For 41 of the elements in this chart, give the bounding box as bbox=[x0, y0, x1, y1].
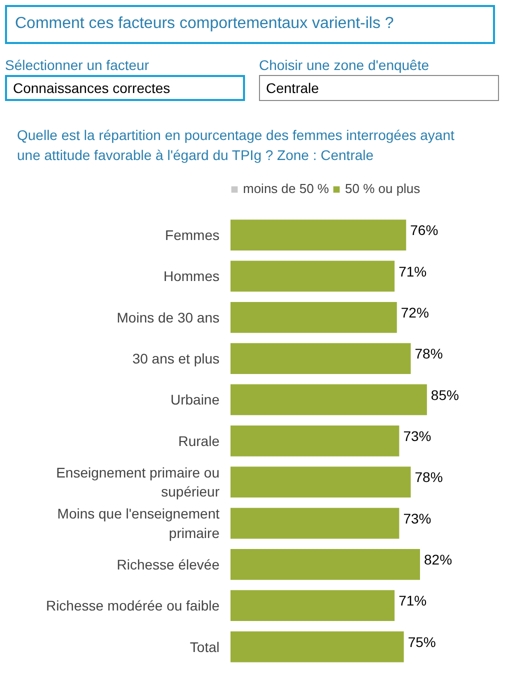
chart-title: Quelle est la répartition en pourcentage des femmes interrogées ayant une attitude favorable à l'égard du TPIg ? Zone : Centrale bbox=[16, 126, 456, 165]
y-tick-label: Moins que l'enseignement primaire bbox=[57, 506, 220, 541]
y-tick-label: Enseignement primaire ou supérieur bbox=[56, 464, 220, 500]
data-label: 71% bbox=[398, 592, 427, 609]
data-label: 76% bbox=[410, 222, 438, 238]
y-tick-label: Femmes bbox=[165, 227, 220, 244]
bar bbox=[230, 260, 395, 292]
bar bbox=[230, 343, 411, 374]
data-label: 78% bbox=[414, 346, 443, 362]
bar bbox=[230, 549, 420, 580]
y-tick-label: Rurale bbox=[178, 432, 220, 449]
text: Comment ces facteurs comportementaux varient-ils ? bbox=[5, 5, 495, 44]
bar bbox=[230, 466, 411, 498]
y-tick-label: Richesse élevée bbox=[116, 556, 220, 572]
text: Choisir une zone d'enquête bbox=[259, 57, 430, 73]
data-label: 73% bbox=[403, 510, 432, 526]
bar bbox=[230, 425, 400, 456]
text: Sélectionner un facteur bbox=[5, 57, 149, 73]
bar bbox=[230, 384, 427, 416]
data-label: 72% bbox=[400, 304, 429, 320]
data-label: 73% bbox=[403, 428, 432, 444]
y-tick-label: Moins de 30 ans bbox=[116, 309, 220, 326]
y-tick-label: Hommes bbox=[163, 268, 220, 284]
data-label: 85% bbox=[430, 386, 459, 403]
bar bbox=[230, 631, 404, 662]
y-tick-label: Urbaine bbox=[170, 392, 220, 408]
legend-label: moins de 50 % bbox=[243, 181, 329, 196]
y-tick-label: Total bbox=[190, 638, 220, 655]
bar bbox=[230, 302, 397, 333]
data-label: 82% bbox=[424, 552, 452, 568]
data-label: 75% bbox=[408, 634, 436, 650]
y-tick-label: 30 ans et plus bbox=[132, 350, 220, 367]
data-label: 78% bbox=[414, 469, 443, 486]
text: Centrale bbox=[259, 75, 499, 101]
text: Connaissances correctes bbox=[5, 75, 245, 101]
bar bbox=[230, 220, 406, 250]
legend-label: 50 % ou plus bbox=[345, 181, 420, 196]
bar bbox=[230, 508, 400, 539]
data-label: 71% bbox=[398, 263, 427, 280]
bar bbox=[230, 590, 395, 622]
y-tick-label: Richesse modérée ou faible bbox=[46, 598, 220, 614]
